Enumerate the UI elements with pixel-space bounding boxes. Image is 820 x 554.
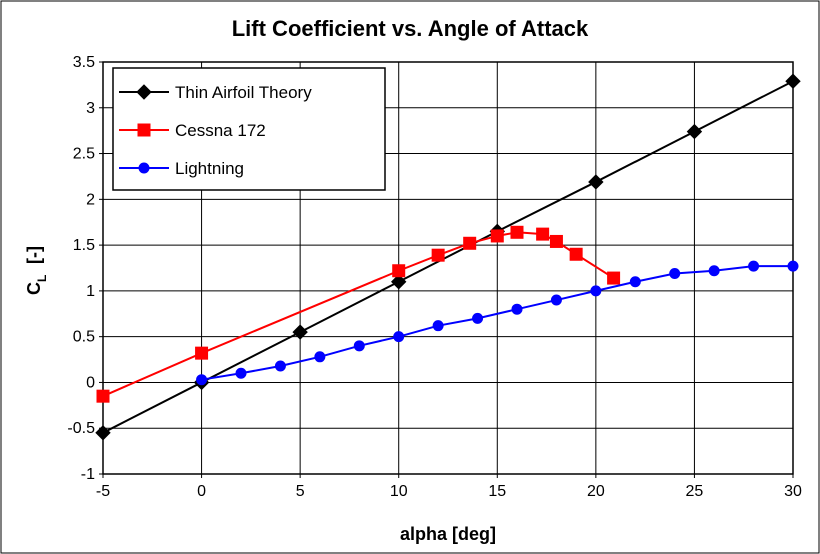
marker [510,225,524,239]
y-label-main: C [24,282,44,295]
y-tick-label: 2.5 [73,146,95,163]
x-tick-label: 25 [686,483,704,500]
marker [463,236,477,250]
marker [432,320,444,332]
marker [708,265,720,277]
series-line [201,265,793,381]
marker [588,174,604,190]
marker [95,425,111,441]
y-tick-label: 3.5 [73,54,95,71]
legend-label: Lightning [175,159,244,178]
x-tick-label: 5 [296,483,305,500]
chart-title: Lift Coefficient vs. Angle of Attack [232,16,589,41]
marker [669,267,681,279]
marker [607,271,621,285]
x-tick-label: 15 [488,483,506,500]
y-label-subscript: L [35,275,49,282]
y-tick-label: 2 [86,191,95,208]
marker [686,123,703,140]
y-axis-label: C L [-] [24,246,49,295]
marker [785,73,801,89]
marker [590,285,602,297]
marker [629,276,641,288]
marker [353,340,365,352]
legend-marker [138,162,150,174]
legend-label: Cessna 172 [175,121,266,140]
marker [549,234,563,248]
marker [274,360,286,372]
marker [392,264,406,278]
legend-marker [137,123,151,137]
x-tick-label: 30 [784,483,802,500]
marker [96,389,110,403]
y-tick-label: 3 [86,100,95,117]
series-line [102,80,794,434]
y-tick-label: 0 [86,374,95,391]
marker [472,312,484,324]
x-tick-label: 10 [390,483,408,500]
legend-label: Thin Airfoil Theory [175,83,312,102]
marker [536,227,550,241]
y-tick-label: -0.5 [67,420,95,437]
marker [292,324,308,340]
marker [391,274,407,290]
y-label-unit: [-] [24,246,44,264]
marker [195,346,209,360]
x-tick-label: -5 [96,483,110,500]
y-tick-label: 0.5 [73,329,95,346]
marker [235,367,247,379]
marker [511,303,523,315]
x-axis-label: alpha [deg] [400,524,496,544]
marker [314,351,326,363]
marker [787,260,799,272]
y-tick-label: -1 [81,466,95,483]
x-tick-label: 0 [197,483,206,500]
marker [393,331,405,343]
marker [748,260,760,272]
marker [431,248,445,262]
y-tick-label: 1 [86,283,95,300]
x-tick-label: 20 [587,483,605,500]
marker [196,374,208,386]
marker [569,247,583,261]
y-tick-label: 1.5 [73,237,95,254]
legend-marker [136,84,152,100]
marker [490,229,504,243]
marker [550,294,562,306]
